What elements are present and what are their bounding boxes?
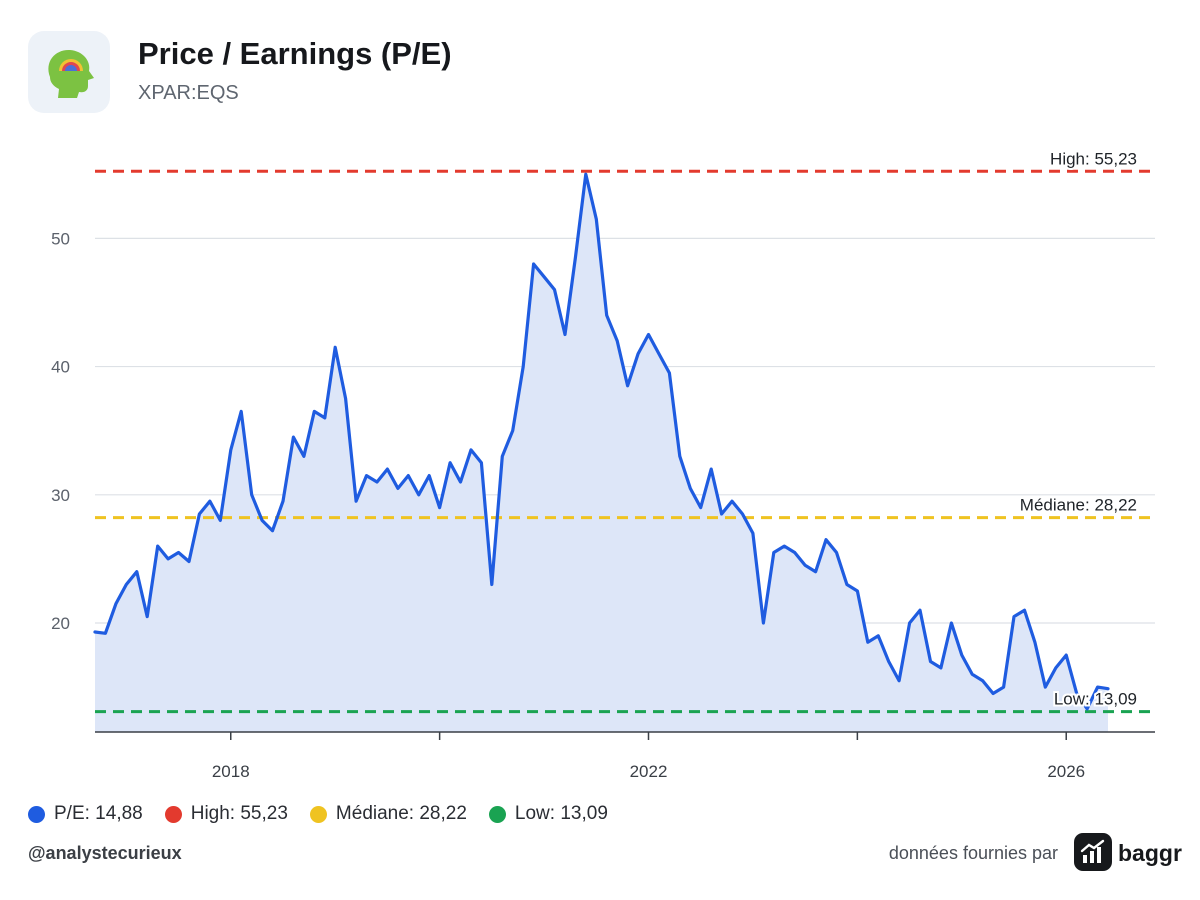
legend-dot-median <box>309 805 327 823</box>
data-provider-text: données fournies par <box>888 843 1058 863</box>
x-tick-label-2018: 2018 <box>212 762 250 781</box>
author-handle: @analystecurieux <box>28 843 182 863</box>
ref-label-low: Low: 13,09 <box>1054 690 1137 709</box>
baggr-chart-logo-icon <box>1074 833 1112 871</box>
legend-label-low: Low: 13,09 <box>514 803 608 824</box>
legend-item-pe: P/E: 14,88 <box>28 803 143 825</box>
legend-dot-high <box>164 805 182 823</box>
x-tick-label-2026: 2026 <box>1047 762 1085 781</box>
legend-item-low: Low: 13,09 <box>488 803 608 825</box>
x-tick-label-2022: 2022 <box>630 762 668 781</box>
legend-item-median: Médiane: 28,22 <box>309 803 467 825</box>
y-tick-label-30: 30 <box>51 486 70 505</box>
y-tick-label-20: 20 <box>51 614 70 633</box>
pe-area-fill <box>95 174 1108 732</box>
page-title: Price / Earnings (P/E) <box>138 36 452 71</box>
ticker-subtitle: XPAR:EQS <box>138 82 239 104</box>
legend-dot-low <box>488 805 506 823</box>
app-logo <box>28 31 110 113</box>
y-tick-label-50: 50 <box>51 229 70 248</box>
legend-dot-pe <box>28 805 45 823</box>
legend-label-median: Médiane: 28,22 <box>335 803 467 824</box>
ref-label-high: High: 55,23 <box>1050 149 1137 168</box>
pe-chart: 20 30 40 50 High: 55,23 Médiane: 28,22 Low: 13… <box>51 147 1155 781</box>
green-head-rainbow-icon <box>48 49 94 98</box>
chart-legend: P/E: 14,88 High: 55,23 Médiane: 28,22 Lo… <box>28 800 630 828</box>
legend-label-high: High: 55,23 <box>190 803 288 824</box>
legend-item-high: High: 55,23 <box>164 803 288 825</box>
brand-name: baggr <box>1118 840 1182 866</box>
pe-series-line <box>93 172 1110 711</box>
y-tick-label-40: 40 <box>51 358 70 377</box>
legend-label-pe: P/E: 14,88 <box>54 803 143 824</box>
ref-label-médiane: Médiane: 28,22 <box>1020 496 1137 515</box>
